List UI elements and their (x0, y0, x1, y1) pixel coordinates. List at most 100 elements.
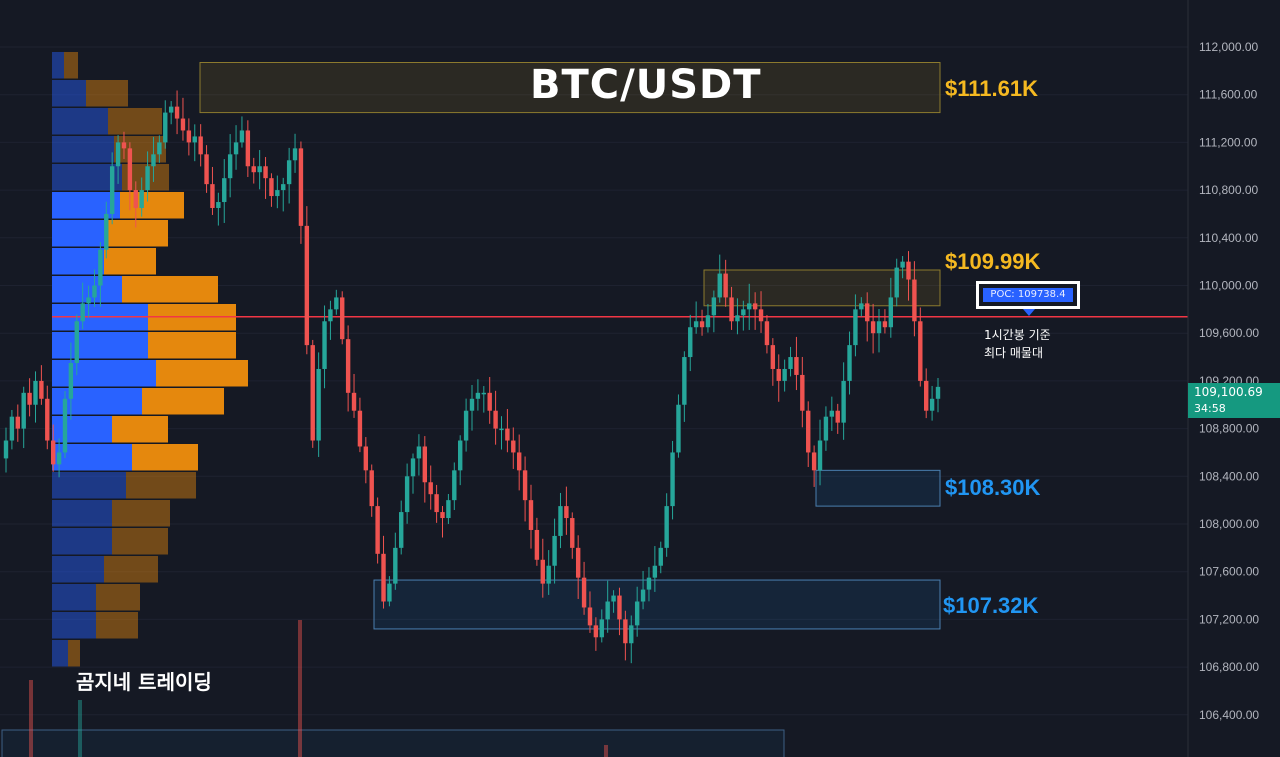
candle-body-up (705, 315, 711, 328)
candle-body-down (375, 506, 380, 554)
candle-body-up (682, 357, 687, 405)
candle-body-up (222, 178, 227, 203)
volume-profile-up-bar (52, 612, 96, 639)
zone-box-resistance (199, 62, 941, 114)
y-axis-tick-label: 106,400.00 (1199, 708, 1259, 722)
y-axis-tick-label: 110,400.00 (1199, 231, 1258, 245)
candle-body-down (794, 357, 799, 375)
candle-body-up (829, 410, 835, 417)
candle-body-up (452, 470, 457, 501)
candle-body-up (558, 506, 563, 536)
candle-body-down (45, 398, 50, 441)
volume-profile-down-bar (120, 192, 184, 219)
candle-body-up (62, 398, 68, 453)
candle-body-up (33, 380, 38, 405)
candle-body-down (50, 440, 56, 465)
candle-body-down (835, 410, 840, 423)
volume-profile-down-bar (64, 52, 78, 79)
zone-box-support (373, 579, 941, 630)
zone-label-support-1: $108.30K (945, 475, 1041, 500)
candle-body-down (534, 529, 540, 560)
candle-body-up (163, 112, 168, 143)
zone-box-support (815, 469, 941, 507)
candle-body-up (935, 386, 941, 399)
candle-body-up (168, 106, 174, 113)
candle-body-down (870, 321, 876, 334)
candle-body-up (387, 583, 392, 602)
candle-body-up (446, 500, 451, 519)
y-axis-tick-label: 106,800.00 (1199, 660, 1259, 674)
candle-body-down (357, 410, 363, 447)
candle-body-up (605, 601, 610, 620)
candle-body-up (233, 142, 239, 155)
candle-body-up (900, 261, 905, 268)
candle-body-up (552, 535, 557, 566)
candle-body-down (623, 619, 628, 644)
candle-body-down (776, 368, 781, 381)
poc-note-line1: 1시간봉 기준 (984, 328, 1051, 342)
candle-body-down (428, 482, 433, 495)
candle-body-down (245, 130, 251, 167)
candle-body-up (859, 303, 864, 310)
candle-body-down (304, 225, 310, 346)
candle-body-up (216, 202, 221, 208)
volume-profile-down-bar (156, 360, 248, 387)
candle-body-down (15, 416, 20, 429)
candle-body-down (617, 595, 622, 620)
volume-profile-down-bar (96, 612, 138, 639)
candle-body-down (505, 428, 510, 441)
chart-title: BTC/USDT (530, 62, 762, 108)
candle-body-up (469, 398, 475, 411)
y-axis-tick-label: 107,600.00 (1199, 565, 1259, 579)
candle-body-down (422, 446, 428, 483)
volume-profile-up-bar (52, 80, 86, 107)
last-price-value: 109,100.69 (1194, 385, 1263, 399)
candle-body-down (581, 577, 587, 608)
candle-body-up (747, 303, 752, 310)
candle-body-down (806, 410, 811, 453)
candle-body-down (180, 118, 186, 131)
candle-body-up (629, 625, 634, 644)
candle-body-up (929, 398, 935, 411)
candle-body-down (540, 559, 545, 584)
candle-body-up (823, 416, 829, 441)
volume-profile-up-bar (52, 248, 104, 275)
candle-body-down (269, 178, 274, 197)
candle-body-up (481, 392, 486, 395)
y-axis-tick-label: 110,000.00 (1199, 279, 1258, 293)
volume-profile-down-bar (86, 80, 128, 107)
candle-body-up (115, 142, 121, 167)
candle-body-down (723, 273, 728, 298)
candle-body-up (741, 309, 746, 316)
candle-body-up (817, 440, 823, 471)
candle-body-up (399, 512, 404, 548)
candle-body-down (121, 142, 127, 149)
candle-body-up (316, 368, 321, 441)
candle-body-up (693, 321, 699, 328)
candle-body-up (711, 297, 717, 316)
y-axis-tick-label: 112,000.00 (1199, 40, 1258, 54)
volume-profile-down-bar (122, 276, 218, 303)
volume-profile-down-bar (108, 220, 168, 247)
candle-body-up (458, 440, 463, 471)
candle-body-up (239, 130, 245, 143)
candle-body-up (841, 380, 846, 423)
y-axis-tick-label: 108,400.00 (1199, 469, 1259, 483)
candle-body-up (416, 446, 422, 459)
candle-body-up (104, 213, 109, 250)
candle-body-down (906, 261, 911, 280)
candle-body-up (646, 577, 652, 590)
candle-body-down (528, 500, 534, 530)
candle-body-up (86, 297, 91, 304)
candle-body-down (39, 380, 44, 399)
candle-body-up (658, 547, 663, 566)
candle-body-down (198, 136, 203, 155)
candle-body-down (174, 106, 180, 119)
candle-body-up (782, 368, 787, 381)
volume-profile-down-bar (148, 332, 236, 359)
candle-body-up (68, 363, 74, 399)
candle-body-up (3, 440, 9, 459)
candle-body-down (587, 607, 593, 626)
zone-box-lower (1, 729, 785, 757)
